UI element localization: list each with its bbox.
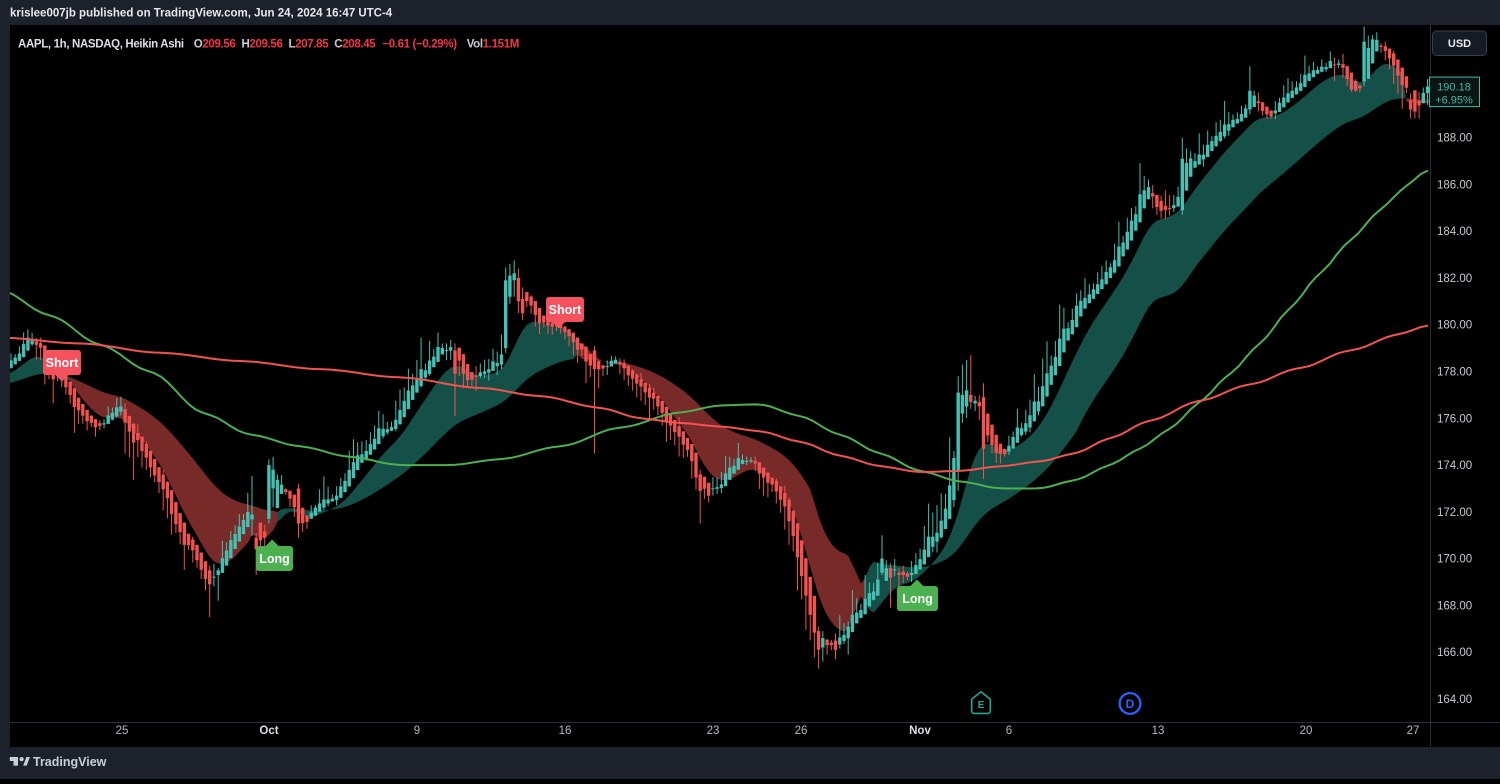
svg-text:188.00: 188.00 — [1437, 133, 1472, 145]
svg-text:Short: Short — [46, 356, 79, 370]
svg-text:182.00: 182.00 — [1437, 273, 1472, 285]
svg-text:166.00: 166.00 — [1437, 647, 1472, 659]
svg-text:TradingView: TradingView — [33, 755, 107, 769]
svg-text:186.00: 186.00 — [1437, 179, 1472, 191]
svg-text:190.18: 190.18 — [1437, 82, 1471, 94]
svg-text:Oct: Oct — [259, 725, 278, 737]
svg-text:172.00: 172.00 — [1437, 507, 1472, 519]
svg-text:180.00: 180.00 — [1437, 320, 1472, 332]
svg-text:20: 20 — [1300, 725, 1313, 737]
svg-text:E: E — [978, 700, 985, 711]
svg-text:174.00: 174.00 — [1437, 460, 1472, 472]
svg-text:Long: Long — [902, 592, 933, 606]
svg-text:164.00: 164.00 — [1437, 694, 1472, 706]
svg-text:USD: USD — [1448, 38, 1471, 50]
svg-text:Nov: Nov — [909, 725, 931, 737]
svg-text:Short: Short — [549, 303, 582, 317]
svg-text:27: 27 — [1407, 725, 1420, 737]
svg-text:Long: Long — [259, 552, 290, 566]
svg-text:16: 16 — [559, 725, 572, 737]
svg-text:krislee007jb published on Trad: krislee007jb published on TradingView.co… — [10, 8, 393, 20]
svg-text:6: 6 — [1006, 725, 1012, 737]
svg-text:178.00: 178.00 — [1437, 367, 1472, 379]
svg-text:184.00: 184.00 — [1437, 226, 1472, 238]
svg-text:13: 13 — [1152, 725, 1165, 737]
svg-text:9: 9 — [414, 725, 420, 737]
svg-text:176.00: 176.00 — [1437, 413, 1472, 425]
svg-text:+6.95%: +6.95% — [1435, 95, 1473, 107]
svg-text:D: D — [1126, 697, 1135, 711]
svg-text:23: 23 — [707, 725, 720, 737]
svg-text:26: 26 — [795, 725, 808, 737]
svg-text:168.00: 168.00 — [1437, 600, 1472, 612]
svg-text:170.00: 170.00 — [1437, 554, 1472, 566]
svg-text:25: 25 — [116, 725, 129, 737]
